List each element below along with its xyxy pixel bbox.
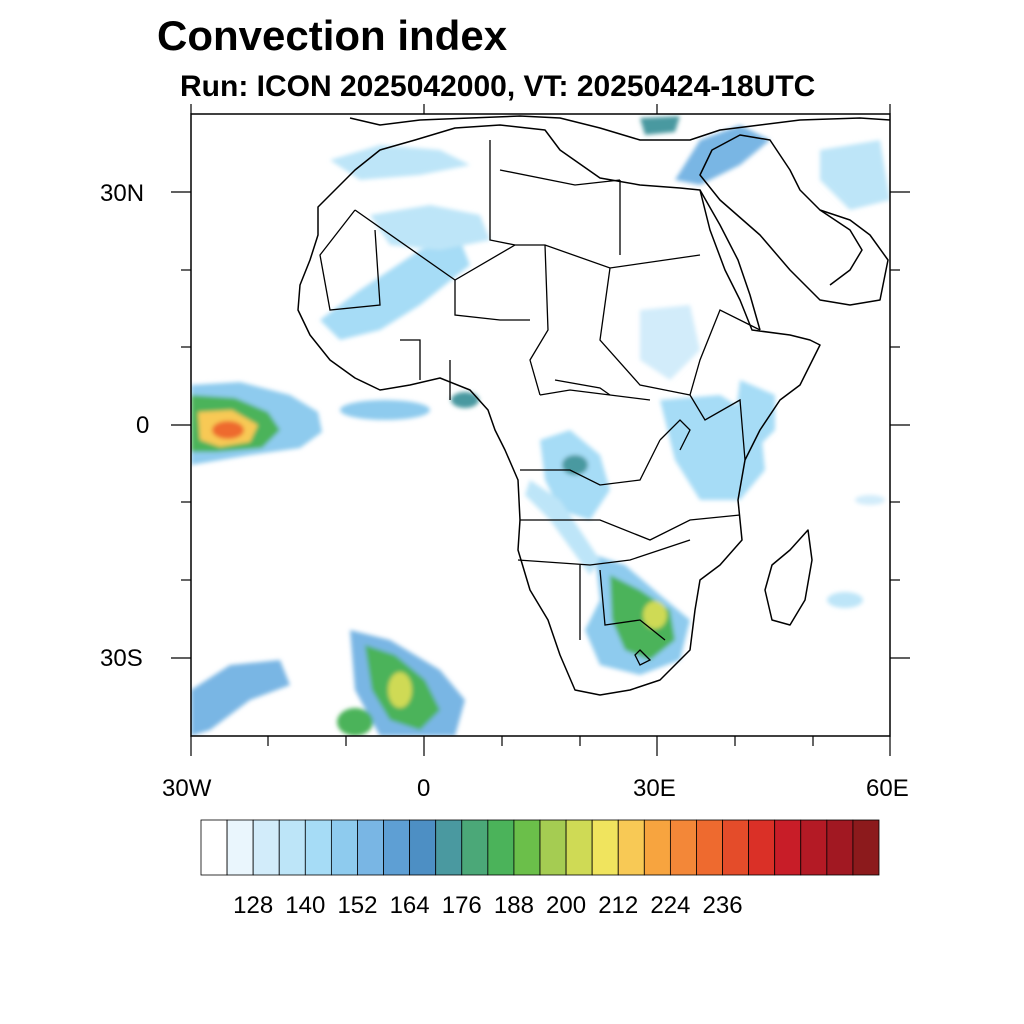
persian-gulf	[819, 209, 863, 286]
shade-ethiopia	[640, 305, 700, 380]
shade-sahara-band	[370, 205, 490, 250]
shade-north-med	[640, 116, 680, 135]
shade-west-africa	[320, 240, 470, 340]
shade-south-africa-core	[610, 575, 675, 660]
africa-coastline	[297, 124, 821, 696]
chart-title: Convection index	[157, 12, 508, 59]
shade-atlantic-west-max	[212, 421, 244, 439]
axis-ticks	[171, 104, 910, 756]
shade-north-africa	[330, 145, 470, 180]
lon-tick-label-0: 0	[417, 775, 431, 802]
shade-iran	[820, 140, 890, 210]
shade-south-africa-hot	[643, 601, 667, 629]
arabia-coastline	[699, 134, 889, 306]
shade-south-atlantic-west	[191, 660, 290, 736]
red-sea	[699, 189, 761, 331]
lon-tick-label-30w: 30W	[162, 775, 212, 802]
shade-sw-corner	[337, 708, 373, 736]
shade-angola-band	[525, 480, 600, 575]
shade-indian-ocean	[827, 592, 863, 608]
shade-mid-atlantic	[340, 400, 430, 420]
shade-guinea	[451, 392, 479, 408]
lat-tick-label-30s: 30S	[100, 645, 143, 672]
lat-tick-label-30n: 30N	[100, 180, 145, 207]
country-borders	[319, 140, 761, 666]
shade-south-atlantic-hot	[388, 672, 412, 708]
shade-madagascar-north	[735, 380, 775, 460]
shade-indian-ocean-east	[855, 495, 885, 505]
lat-tick-label-0: 0	[136, 412, 150, 439]
shade-levant	[675, 125, 770, 185]
convection-field	[191, 116, 890, 736]
madagascar-coastline	[764, 529, 813, 626]
lon-tick-label-60e: 60E	[866, 775, 909, 802]
lon-tick-label-30e: 30E	[633, 775, 676, 802]
chart-subtitle: Run: ICON 2025042000, VT: 20250424-18UTC	[180, 70, 816, 103]
europe-coastline	[349, 115, 890, 141]
coastlines	[297, 115, 890, 696]
